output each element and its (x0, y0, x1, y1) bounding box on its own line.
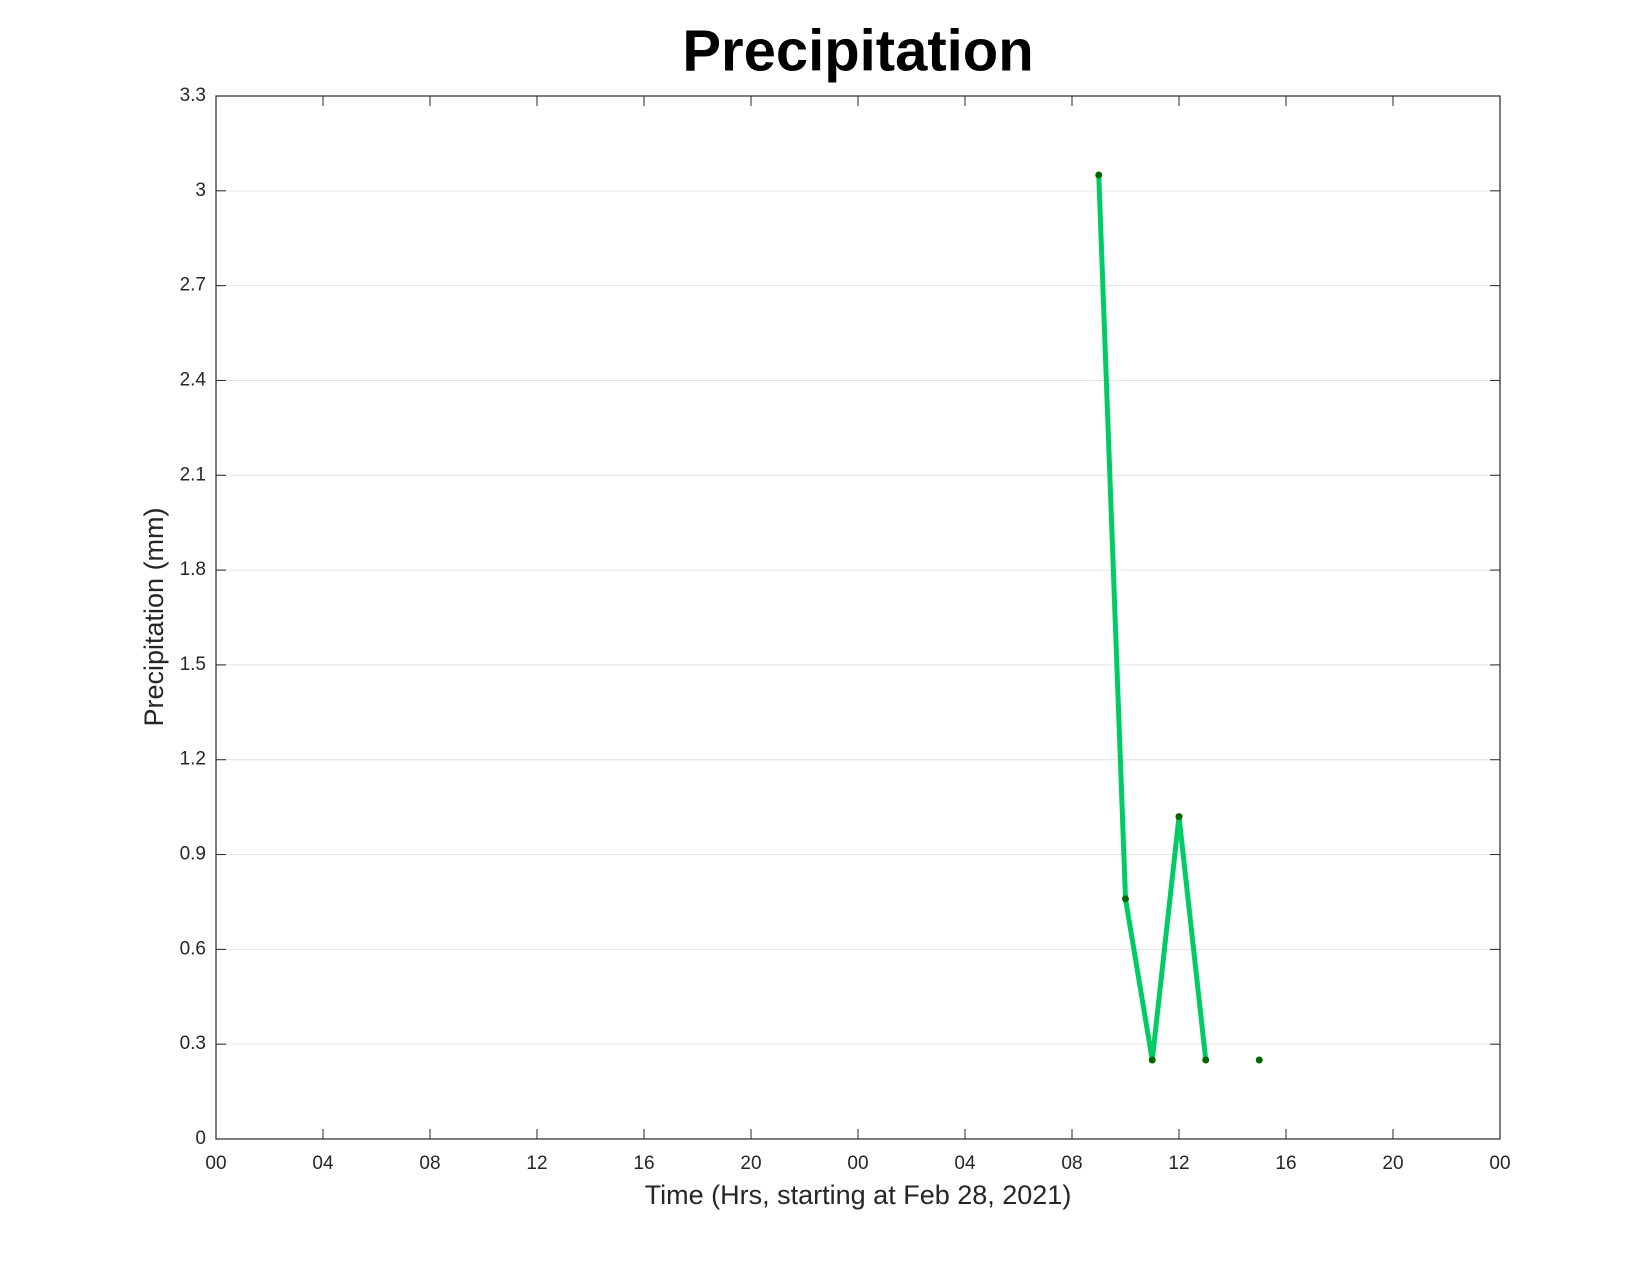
x-tick-label: 00 (1489, 1153, 1510, 1174)
y-tick-label: 0.9 (180, 844, 206, 865)
y-tick-label: 1.8 (180, 559, 206, 580)
x-tick-label: 16 (1275, 1153, 1296, 1174)
x-tick-label: 16 (633, 1153, 654, 1174)
chart-title: Precipitation (682, 18, 1033, 83)
x-tick-label: 00 (847, 1153, 868, 1174)
x-tick-label: 08 (1061, 1153, 1082, 1174)
y-tick-label: 0.6 (180, 938, 206, 959)
x-tick-label: 20 (740, 1153, 761, 1174)
y-axis-label: Precipitation (mm) (139, 507, 169, 726)
data-point (1202, 1056, 1210, 1064)
plot-frame (215, 95, 1501, 1140)
x-tick-label: 00 (205, 1153, 226, 1174)
x-tick-label: 12 (526, 1153, 547, 1174)
y-tick-label: 2.1 (180, 464, 206, 485)
data-point (1175, 813, 1183, 821)
y-tick-label: 1.5 (180, 654, 206, 675)
x-axis-label: Time (Hrs, starting at Feb 28, 2021) (645, 1180, 1072, 1210)
y-tick-label: 3.3 (180, 85, 206, 106)
x-tick-label: 12 (1168, 1153, 1189, 1174)
x-tick-label: 04 (954, 1153, 976, 1174)
y-tick-label: 2.7 (180, 275, 206, 296)
y-tick-label: 2.4 (180, 369, 207, 390)
x-tick-label: 08 (419, 1153, 440, 1174)
y-tick-label: 0.3 (180, 1033, 206, 1054)
y-tick-label: 3 (195, 180, 206, 201)
data-point (1122, 895, 1129, 903)
y-tick-label: 0 (195, 1128, 206, 1149)
y-tick-label: 1.2 (180, 749, 206, 770)
data-point (1255, 1056, 1263, 1064)
data-point (1095, 171, 1103, 179)
x-tick-label: 04 (312, 1153, 334, 1174)
x-tick-label: 20 (1382, 1153, 1403, 1174)
data-point (1148, 1056, 1156, 1064)
